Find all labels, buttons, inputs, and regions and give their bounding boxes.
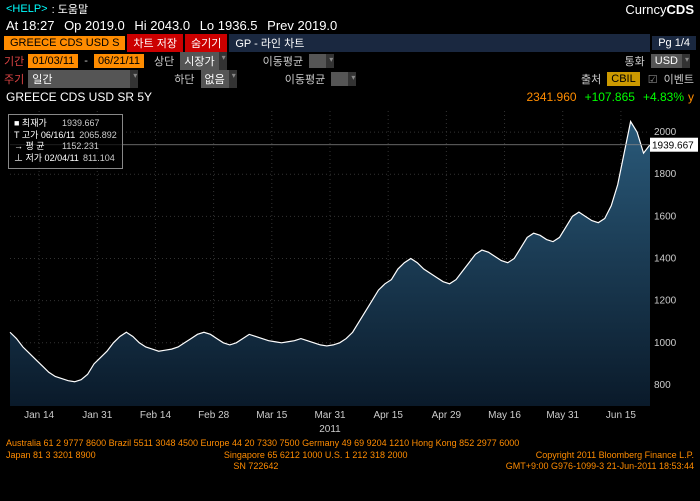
svg-text:800: 800 [654, 380, 671, 391]
ma2-select[interactable] [331, 72, 356, 86]
svg-text:2011: 2011 [319, 424, 341, 435]
svg-text:Feb 14: Feb 14 [140, 410, 172, 421]
ticker-input[interactable]: GREECE CDS USD S [4, 36, 125, 50]
date-to-input[interactable]: 06/21/11 [94, 54, 144, 68]
svg-text:1600: 1600 [654, 211, 677, 222]
currency-select[interactable]: USD [651, 54, 690, 68]
chart-type-label: GP - 라인 차트 [229, 34, 650, 52]
yield-suffix: y [688, 90, 694, 104]
period-label: 기간 [0, 52, 28, 70]
ma2-label: 이동평균 [279, 70, 331, 88]
chart-area[interactable]: 800 1000 1200 1400 1600 1800 2000 Jan 14 Jan 31 F… [0, 106, 700, 436]
svg-text:1939.667: 1939.667 [652, 141, 694, 152]
svg-text:1200: 1200 [654, 296, 677, 307]
svg-text:1800: 1800 [654, 169, 677, 180]
source-label: 출처 [575, 70, 607, 88]
svg-text:Feb 28: Feb 28 [198, 410, 230, 421]
date-from-input[interactable]: 01/03/11 [28, 54, 78, 68]
lower-label: 하단 [168, 70, 200, 88]
svg-text:May 31: May 31 [546, 410, 579, 421]
time-label: At 18:27 [6, 18, 54, 33]
legend-box: ■ 최재가1939.667 T 고가 06/16/112065.892 → 평 … [8, 114, 123, 169]
change-value: +107.865 [585, 90, 635, 104]
event-label[interactable]: 이벤트 [658, 70, 700, 88]
help-text: : 도움말 [52, 1, 88, 17]
page-indicator: Pg 1/4 [652, 36, 696, 50]
freq-label: 주기 [0, 70, 28, 88]
last-price: 2341.960 [527, 90, 577, 104]
svg-text:Jun 15: Jun 15 [606, 410, 636, 421]
prev-label: Prev 2019.0 [267, 18, 337, 33]
security-name: GREECE CDS USD SR 5Y [6, 90, 152, 104]
source-value[interactable]: CBIL [607, 72, 639, 86]
change-pct: +4.83% [643, 90, 684, 104]
low-label: Lo 1936.5 [200, 18, 258, 33]
lower-select[interactable]: 없음 [201, 70, 237, 88]
svg-text:May 16: May 16 [488, 410, 521, 421]
ma1-select[interactable] [309, 54, 334, 68]
upper-select[interactable]: 시장가 [180, 52, 226, 70]
svg-text:1400: 1400 [654, 254, 677, 265]
ma1-label: 이동평균 [257, 52, 309, 70]
svg-text:1000: 1000 [654, 338, 677, 349]
help-link[interactable]: <HELP> [6, 3, 48, 15]
svg-text:Jan 31: Jan 31 [82, 410, 112, 421]
svg-text:Jan 14: Jan 14 [24, 410, 54, 421]
high-label: Hi 2043.0 [134, 18, 190, 33]
svg-text:2000: 2000 [654, 127, 677, 138]
hide-button[interactable]: 숨기기 [185, 34, 227, 52]
footer: Australia 61 2 9777 8600 Brazil 5511 304… [0, 436, 700, 475]
ohlc-bar: At 18:27 Op 2019.0 Hi 2043.0 Lo 1936.5 P… [0, 18, 700, 34]
svg-text:Apr 29: Apr 29 [432, 410, 462, 421]
svg-text:Mar 15: Mar 15 [256, 410, 288, 421]
footer-line1: Australia 61 2 9777 8600 Brazil 5511 304… [6, 438, 694, 450]
save-chart-button[interactable]: 차트 저장 [127, 34, 183, 52]
freq-select[interactable]: 일간 [28, 70, 138, 88]
svg-text:Apr 15: Apr 15 [373, 410, 403, 421]
upper-label: 상단 [148, 52, 180, 70]
svg-text:Mar 31: Mar 31 [314, 410, 346, 421]
open-label: Op 2019.0 [64, 18, 125, 33]
brand: CurncyCDS [625, 2, 694, 17]
currency-label: 통화 [619, 52, 651, 70]
